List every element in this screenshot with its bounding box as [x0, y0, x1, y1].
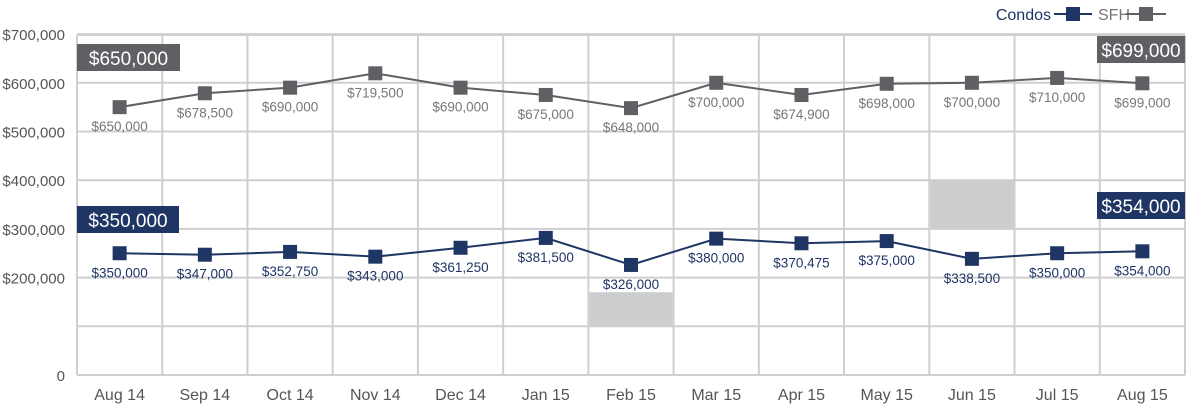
x-tick-label: Apr 15 — [778, 387, 825, 404]
data-label: $352,750 — [262, 264, 318, 279]
data-label: $648,000 — [603, 120, 659, 135]
condos-end-callout: $354,000 — [1101, 197, 1180, 218]
data-point — [794, 88, 809, 103]
grid — [76, 33, 1186, 376]
data-label: $381,500 — [518, 250, 574, 265]
series-condos: $350,000 $347,000 $352,750 $343,000 $361,250… — [91, 230, 1171, 292]
legend: Condos SFH — [996, 7, 1166, 24]
x-tick-label: Oct 14 — [267, 387, 314, 404]
x-tick-label: Sep 14 — [179, 387, 230, 404]
x-axis: Aug 14 Sep 14 Oct 14 Nov 14 Dec 14 Jan 15 Feb … — [94, 387, 1168, 404]
sfh-start-callout-box — [77, 44, 180, 71]
data-label: $678,500 — [177, 105, 233, 120]
series-sfh: $650,000 $678,500 $690,000 $719,500 $690,000… — [91, 66, 1171, 135]
data-point — [879, 76, 894, 91]
x-tick-label: Aug 15 — [1117, 387, 1168, 404]
data-label: $675,000 — [518, 107, 574, 122]
y-tick-label: $500,000 — [2, 125, 65, 142]
data-label: $719,500 — [347, 85, 403, 100]
data-point — [709, 75, 724, 90]
data-label: $343,000 — [347, 269, 403, 284]
x-tick-label: Jul 15 — [1036, 387, 1079, 404]
sfh-end-callout-box — [1097, 36, 1185, 63]
sfh-start-callout: $650,000 — [89, 49, 168, 70]
y-tick-label: $200,000 — [2, 271, 65, 288]
data-label: $326,000 — [603, 277, 659, 292]
condos-end-callout-box — [1097, 192, 1185, 219]
data-point — [879, 234, 894, 249]
legend-label-condos: Condos — [996, 7, 1051, 24]
data-point — [197, 86, 212, 101]
data-point — [453, 80, 468, 95]
x-tick-label: Aug 14 — [94, 387, 145, 404]
data-label: $350,000 — [91, 265, 147, 280]
data-point — [368, 66, 383, 81]
data-label: $347,000 — [177, 267, 233, 282]
data-label: $375,000 — [859, 253, 915, 268]
y-tick-label: $700,000 — [2, 27, 65, 44]
x-tick-label: May 15 — [860, 387, 913, 404]
series-layer: $350,000 $347,000 $352,750 $343,000 $361,250… — [91, 66, 1171, 292]
x-tick-label: Nov 14 — [350, 387, 401, 404]
legend-marker-condos — [1066, 7, 1080, 21]
data-label: $699,000 — [1114, 95, 1170, 110]
data-point — [794, 236, 809, 251]
data-point — [197, 247, 212, 262]
data-point — [964, 251, 979, 266]
data-label: $674,900 — [773, 107, 829, 122]
condos-start-callout-box — [77, 206, 179, 233]
data-point — [538, 87, 553, 102]
data-point — [964, 75, 979, 90]
x-tick-label: Feb 15 — [606, 387, 656, 404]
legend-marker-sfh — [1139, 7, 1153, 21]
data-point — [453, 240, 468, 255]
data-point — [1135, 76, 1150, 91]
data-point — [1050, 246, 1065, 261]
x-tick-label: Jun 15 — [948, 387, 996, 404]
y-axis: 0 $200,000 $300,000 $400,000 $500,000 $600,00… — [2, 27, 65, 385]
sfh-end-callout: $699,000 — [1101, 41, 1180, 62]
data-label: $650,000 — [91, 119, 147, 134]
y-tick-label: $400,000 — [2, 173, 65, 190]
data-point — [624, 257, 638, 272]
data-label: $698,000 — [859, 96, 915, 111]
data-label: $380,000 — [688, 251, 744, 266]
data-label: $700,000 — [688, 95, 744, 110]
data-point — [1050, 70, 1065, 85]
data-label: $690,000 — [432, 100, 488, 115]
y-tick-label: $300,000 — [2, 222, 65, 239]
data-point — [624, 101, 638, 116]
legend-label-sfh: SFH — [1098, 7, 1130, 24]
data-point — [538, 230, 553, 245]
data-label: $354,000 — [1114, 263, 1170, 278]
x-tick-label: Jan 15 — [522, 387, 570, 404]
x-tick-label: Dec 14 — [435, 387, 486, 404]
data-point — [709, 231, 724, 246]
callouts: $650,000 $699,000 $350,000 $354,000 — [77, 36, 1185, 233]
data-point — [283, 244, 298, 259]
data-label: $361,250 — [432, 260, 488, 275]
data-label: $338,500 — [944, 271, 1000, 286]
data-point — [112, 246, 127, 261]
condos-start-callout: $350,000 — [88, 211, 167, 232]
y-tick-label: $600,000 — [2, 76, 65, 93]
data-label: $350,000 — [1029, 265, 1085, 280]
highlight-boxes — [589, 180, 1014, 327]
data-point — [1135, 244, 1150, 259]
data-point — [368, 249, 383, 264]
y-tick-label: 0 — [57, 368, 65, 385]
data-point — [112, 100, 127, 115]
data-label: $700,000 — [944, 95, 1000, 110]
x-tick-label: Mar 15 — [691, 387, 741, 404]
highlight-box — [589, 292, 673, 327]
data-label: $370,475 — [773, 255, 829, 270]
data-point — [283, 80, 298, 95]
data-label: $710,000 — [1029, 90, 1085, 105]
highlight-box — [930, 180, 1014, 229]
data-label: $690,000 — [262, 100, 318, 115]
